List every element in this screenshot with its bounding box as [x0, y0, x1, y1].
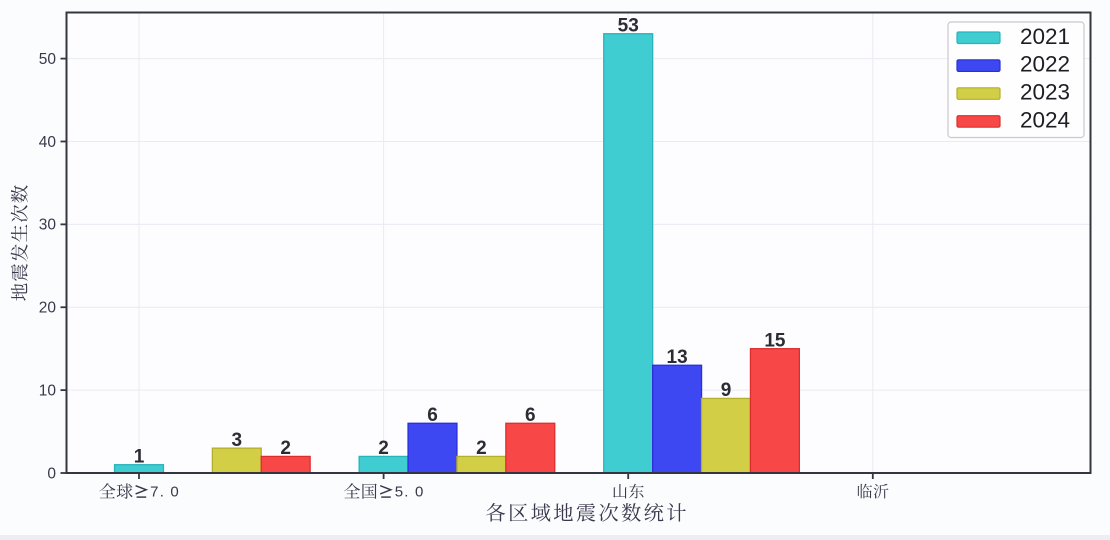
svg-text:7. 0: 7. 0 [150, 484, 180, 501]
svg-text:13: 13 [667, 347, 688, 368]
svg-text:6: 6 [427, 405, 438, 426]
svg-text:2024: 2024 [1020, 108, 1070, 133]
svg-text:6: 6 [525, 405, 536, 426]
svg-text:50: 50 [39, 51, 57, 68]
svg-text:9: 9 [721, 380, 732, 401]
svg-text:10: 10 [39, 382, 57, 399]
svg-text:2: 2 [280, 438, 291, 459]
svg-text:20: 20 [39, 300, 57, 317]
svg-text:30: 30 [39, 217, 57, 234]
svg-text:0: 0 [47, 465, 56, 482]
svg-text:2: 2 [378, 438, 389, 459]
svg-text:2021: 2021 [1020, 24, 1070, 49]
svg-text:1: 1 [134, 447, 145, 468]
svg-text:2: 2 [476, 438, 487, 459]
svg-text:40: 40 [39, 134, 57, 151]
svg-text:5. 0: 5. 0 [395, 484, 425, 501]
svg-text:3: 3 [232, 430, 243, 451]
svg-text:2023: 2023 [1020, 80, 1070, 105]
svg-text:15: 15 [764, 330, 786, 351]
svg-text:53: 53 [618, 16, 639, 37]
svg-text:2022: 2022 [1020, 52, 1070, 77]
